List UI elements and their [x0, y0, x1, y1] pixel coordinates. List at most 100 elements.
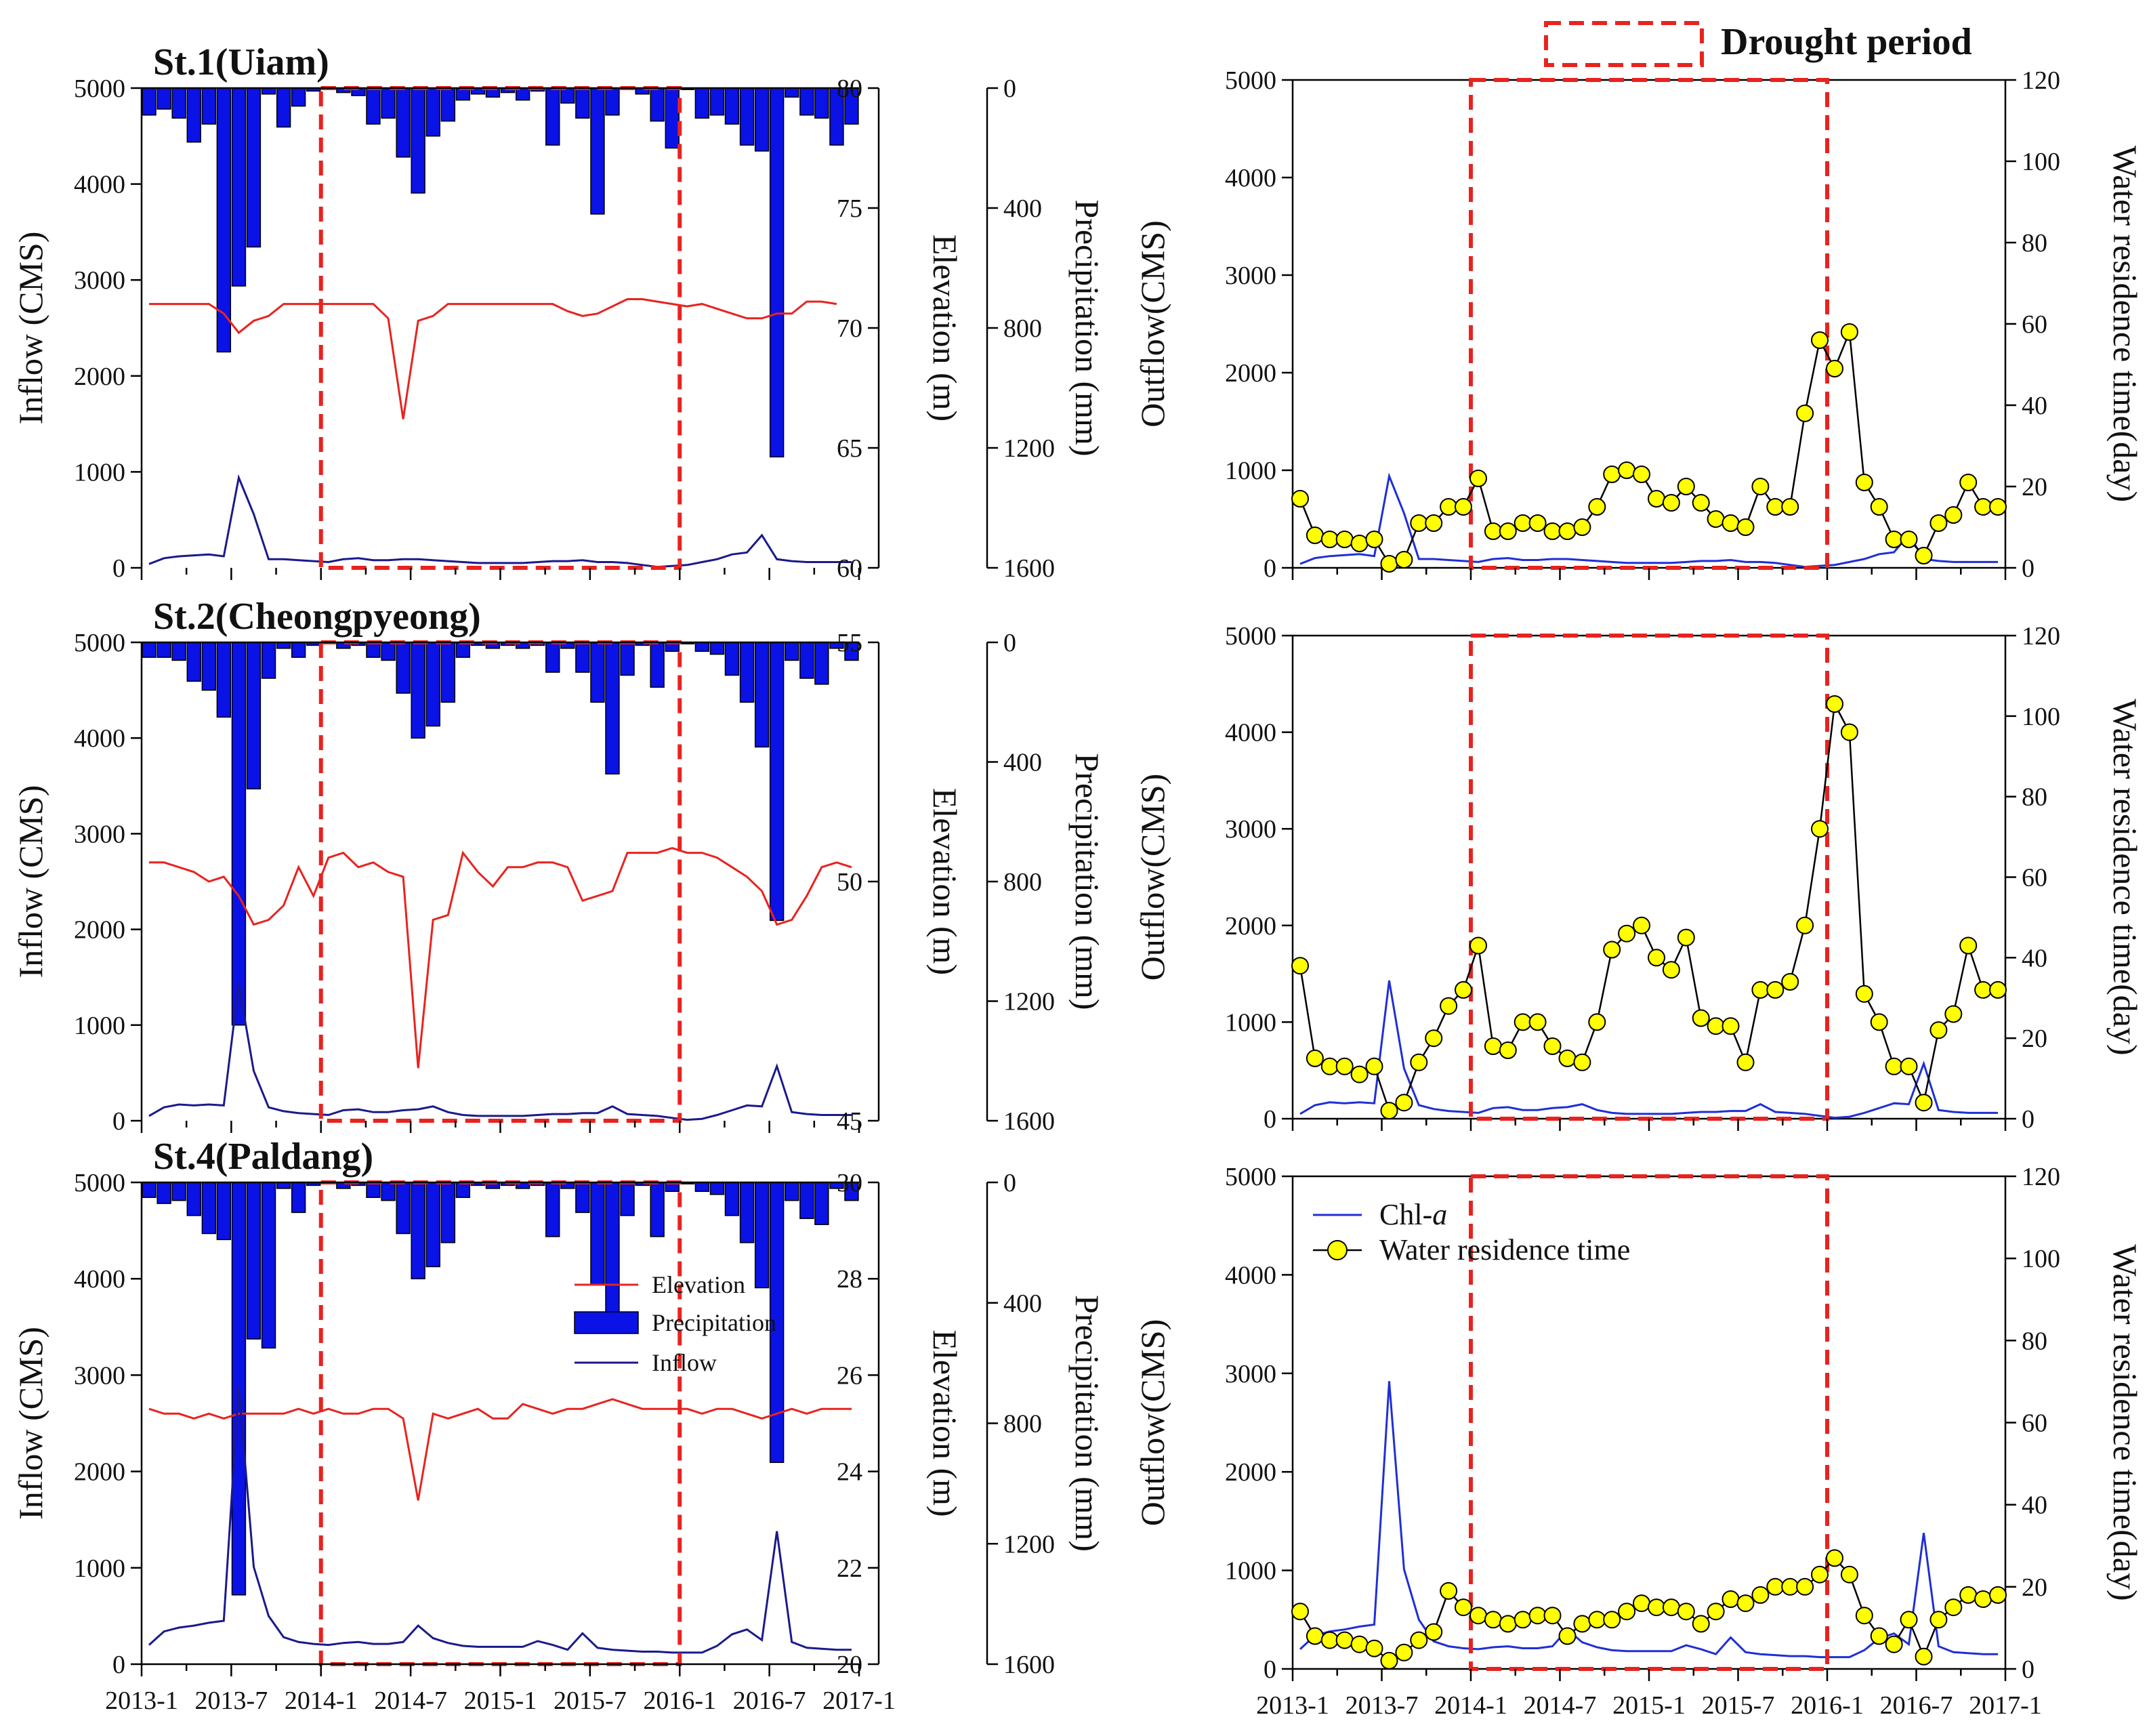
water-residence-point [1469, 1607, 1487, 1625]
water-residence-point [1410, 1053, 1428, 1071]
water-residence-point [1974, 1590, 1992, 1608]
right-panel-3: 0 1000 2000 3000 4000 5000 0 20 40 60 80 100 120 2013… [1133, 1163, 2144, 1720]
y-tick-label: 3000 [74, 820, 125, 848]
y-tick-label: 2000 [1225, 359, 1276, 388]
precip-bar [291, 642, 306, 658]
precip-bar [455, 642, 471, 658]
precip-bar [201, 87, 217, 125]
precip-bar [769, 87, 785, 458]
y-tick-label: 0 [1264, 554, 1276, 583]
y-tick-label: 1000 [1225, 457, 1276, 485]
y3-tick-label: 400 [1003, 1289, 1042, 1318]
legend-inflow-label: Inflow [652, 1349, 717, 1376]
water-residence-point [1306, 526, 1324, 544]
water-residence-point [1469, 936, 1487, 955]
water-residence-point [1959, 474, 1978, 491]
y-tick-label: 0 [112, 554, 125, 583]
drought-period-box [318, 86, 682, 570]
water-residence-point [1380, 555, 1398, 573]
water-residence-point [1989, 1586, 2007, 1604]
precip-bar [216, 87, 232, 353]
water-residence-point [1944, 506, 1963, 524]
precip-bar [171, 1182, 186, 1201]
water-residence-point [1959, 1586, 1978, 1604]
precip-bar [425, 642, 440, 727]
y3-tick-label: 1200 [1003, 1530, 1055, 1558]
water-residence-point [1455, 498, 1472, 516]
water-residence-point [1335, 1631, 1354, 1649]
inflow-line [148, 1386, 852, 1654]
water-residence-point [1350, 535, 1369, 552]
precip-bar [650, 1182, 665, 1237]
water-residence-point [1425, 1623, 1443, 1641]
y3-tick-label: 800 [1003, 314, 1042, 343]
elevation-axis-label: Elevation (m) [926, 788, 964, 975]
y-tick-label: 1000 [1225, 1008, 1276, 1037]
water-residence-point [1692, 494, 1710, 512]
x-tick-label: 2017-1 [1969, 1691, 2042, 1720]
water-residence-point [1603, 466, 1621, 483]
precip-bar [425, 1182, 440, 1268]
water-residence-point [1648, 949, 1665, 967]
y2-tick-label: 20 [2022, 473, 2047, 501]
precip-bar [709, 642, 725, 655]
y2-tick-label: 120 [2022, 622, 2060, 650]
left-legend: Elevation Precipitation Inflow [574, 1271, 776, 1376]
precip-bar [724, 1182, 740, 1216]
water-residence-point [1736, 518, 1755, 536]
x-tick-label: 2016-7 [1880, 1691, 1953, 1720]
water-residence-point [1840, 323, 1858, 341]
precip-bar [575, 1182, 590, 1214]
water-residence-point [1633, 1594, 1650, 1613]
x-tick-label: 2014-1 [285, 1687, 358, 1715]
legend-precip-swatch [574, 1311, 639, 1334]
precip-bar [411, 642, 425, 739]
y2-tick-label: 20 [837, 1651, 862, 1679]
x-tick-label: 2014-1 [1434, 1691, 1507, 1720]
y2-tick-label: 60 [2022, 1409, 2047, 1438]
y2-tick-label: 20 [2022, 1025, 2047, 1053]
precip-bar [440, 1182, 456, 1243]
y-tick-label: 4000 [74, 1265, 125, 1294]
precip-bar [142, 642, 157, 658]
water-residence-point [1648, 490, 1665, 508]
water-residence-point [1870, 1013, 1888, 1031]
y-tick-label: 2000 [74, 1458, 125, 1487]
precipitation-axis-label: Precipitation (mm) [1068, 1295, 1106, 1552]
y-tick-label: 4000 [1225, 1261, 1276, 1289]
precip-bar [754, 1182, 770, 1289]
y2-tick-label: 26 [837, 1361, 862, 1390]
y2-tick-label: 30 [837, 1169, 862, 1197]
water-residence-point [1528, 1607, 1547, 1625]
precip-bar [590, 1182, 605, 1285]
water-residence-point [1291, 957, 1309, 975]
water-residence-point [1603, 941, 1621, 959]
water-residence-point [1766, 980, 1785, 999]
y-tick-label: 2000 [1225, 912, 1276, 941]
water-residence-point [1677, 928, 1695, 947]
y-tick-label: 5000 [1225, 1163, 1276, 1191]
water-residence-point [1440, 1582, 1458, 1600]
precip-bar [261, 87, 276, 95]
water-residence-point [1796, 916, 1814, 934]
precip-bar [739, 87, 755, 146]
water-residence-point [1751, 980, 1770, 999]
water-residence-point [1603, 1611, 1621, 1629]
y-tick-label: 0 [112, 1651, 125, 1679]
inflow-axis-label: Inflow (CMS) [12, 232, 49, 425]
water-residence-point [1855, 1607, 1873, 1625]
water-residence-point [1306, 1627, 1324, 1645]
elevation-line [149, 298, 837, 419]
water-residence-point [1484, 1611, 1502, 1629]
water-residence-point [1662, 494, 1680, 512]
precip-bar [739, 1182, 755, 1243]
water-residence-point [1573, 1615, 1591, 1633]
y2-tick-label: 80 [837, 75, 862, 103]
water-residence-point [1380, 1651, 1398, 1670]
precipitation-axis-label: Precipitation (mm) [1068, 753, 1106, 1010]
precip-bar [142, 87, 157, 116]
precip-bar [455, 1182, 471, 1198]
y-tick-label: 3000 [1225, 815, 1276, 844]
water-residence-point [1915, 1647, 1933, 1666]
